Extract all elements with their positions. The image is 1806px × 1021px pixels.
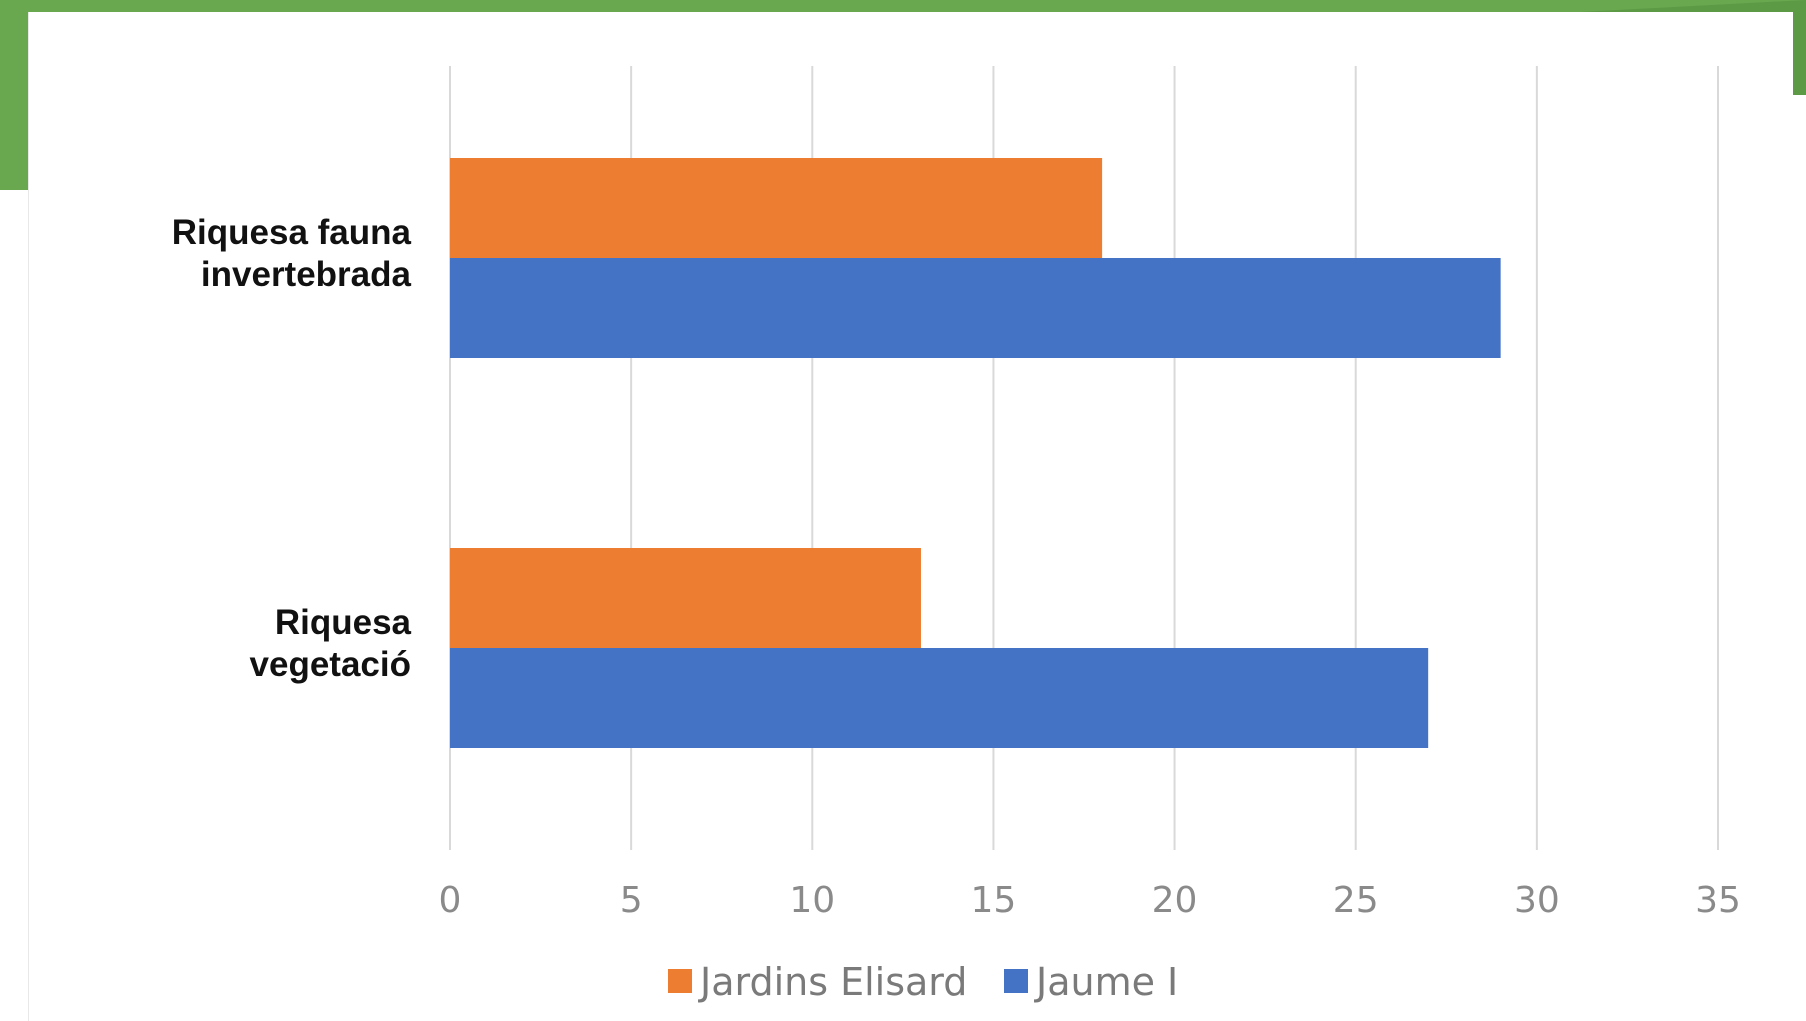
x-axis-tick-labels: 0 5 10 15 20 25 30 35 bbox=[439, 880, 1741, 921]
x-tick-label-30: 30 bbox=[1514, 880, 1560, 921]
legend: Jardins Elisard Jaume I bbox=[668, 960, 1178, 1004]
bar-jaume-i-1 bbox=[450, 648, 1429, 748]
bar-jardins-elisard-0 bbox=[450, 158, 1103, 258]
x-tick-label-0: 0 bbox=[439, 880, 462, 921]
legend-swatch-jardins-elisard bbox=[668, 969, 692, 993]
legend-swatch-jaume-i bbox=[1004, 969, 1028, 993]
legend-label-jardins-elisard: Jardins Elisard bbox=[698, 960, 967, 1004]
legend-label-jaume-i: Jaume I bbox=[1034, 960, 1178, 1004]
category-label-1-line-0: Riquesa bbox=[275, 603, 412, 642]
x-tick-label-20: 20 bbox=[1152, 880, 1198, 921]
bar-jaume-i-0 bbox=[450, 258, 1501, 358]
x-tick-label-15: 15 bbox=[971, 880, 1017, 921]
x-tick-label-5: 5 bbox=[620, 880, 643, 921]
category-label-0-line-1: invertebrada bbox=[201, 255, 412, 294]
x-tick-label-10: 10 bbox=[789, 880, 835, 921]
bars bbox=[450, 158, 1501, 748]
category-label-1-line-1: vegetació bbox=[250, 645, 411, 684]
x-tick-label-35: 35 bbox=[1695, 880, 1741, 921]
category-label-0-line-0: Riquesa fauna bbox=[172, 213, 412, 252]
frame-corner-accent bbox=[1580, 0, 1806, 95]
x-tick-label-25: 25 bbox=[1333, 880, 1379, 921]
bar-jardins-elisard-1 bbox=[450, 548, 921, 648]
